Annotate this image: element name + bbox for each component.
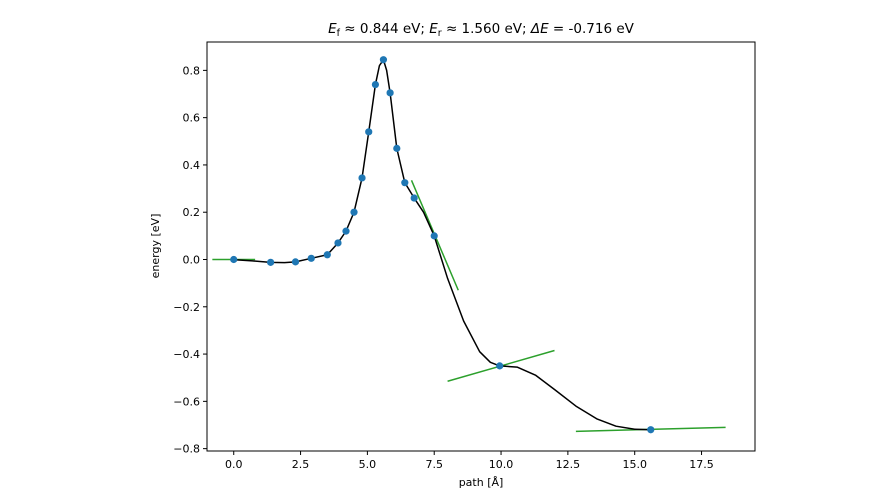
y-tick-label: −0.2 [173,301,200,314]
x-tick-label: 2.5 [292,458,310,471]
x-tick-label: 10.0 [489,458,514,471]
x-axis-label: path [Å] [459,476,504,489]
x-axis-ticks: 0.0 2.5 5.0 7.5 10.0 12.5 15.0 17.5 [225,451,714,471]
y-axis-ticks: −0.8 −0.6 −0.4 −0.2 0.0 0.2 0.4 0.6 0.8 [173,64,207,456]
image-point [393,144,401,152]
image-point [358,174,366,182]
title-part: E [429,21,438,37]
title-part: = -0.716 eV [549,21,635,37]
image-point [496,362,504,370]
image-point [430,232,438,240]
image-point [386,89,394,97]
title-part: f [337,28,341,39]
title-part: ≈ 1.560 eV; [442,21,531,37]
plot-area [212,56,726,434]
image-point [267,258,275,266]
image-point [334,239,342,247]
y-tick-label: −0.4 [173,348,200,361]
title-part: E [328,21,337,37]
x-tick-label: 15.0 [622,458,647,471]
chart-title: Ef ≈ 0.844 eV; Er ≈ 1.560 eV; ΔE = -0.71… [328,21,635,39]
x-tick-label: 0.0 [225,458,243,471]
image-point [307,254,315,262]
y-tick-label: 0.0 [183,254,201,267]
image-point [647,426,655,434]
plot-frame [206,41,756,452]
title-part: ΔE [530,21,549,37]
image-point [323,251,331,259]
y-tick-label: −0.6 [173,395,200,408]
image-point [291,258,300,266]
image-point [365,128,373,136]
title-part: ≈ 0.844 eV; [340,21,429,37]
y-tick-label: 0.4 [183,159,201,172]
image-point [371,80,380,89]
x-tick-label: 12.5 [556,458,581,471]
y-axis-label: energy [eV] [149,214,162,279]
x-tick-label: 17.5 [689,458,714,471]
y-tick-label: 0.2 [183,206,201,219]
x-tick-label: 5.0 [359,458,377,471]
image-point [410,194,418,202]
image-point [342,227,350,235]
image-point [379,56,388,64]
title-part: r [438,28,442,39]
y-tick-label: −0.8 [173,443,200,456]
x-tick-label: 7.5 [425,458,443,471]
image-point [230,255,238,264]
y-tick-label: 0.8 [183,64,201,77]
image-point [350,208,358,216]
y-tick-label: 0.6 [183,112,201,125]
image-point [401,179,409,187]
